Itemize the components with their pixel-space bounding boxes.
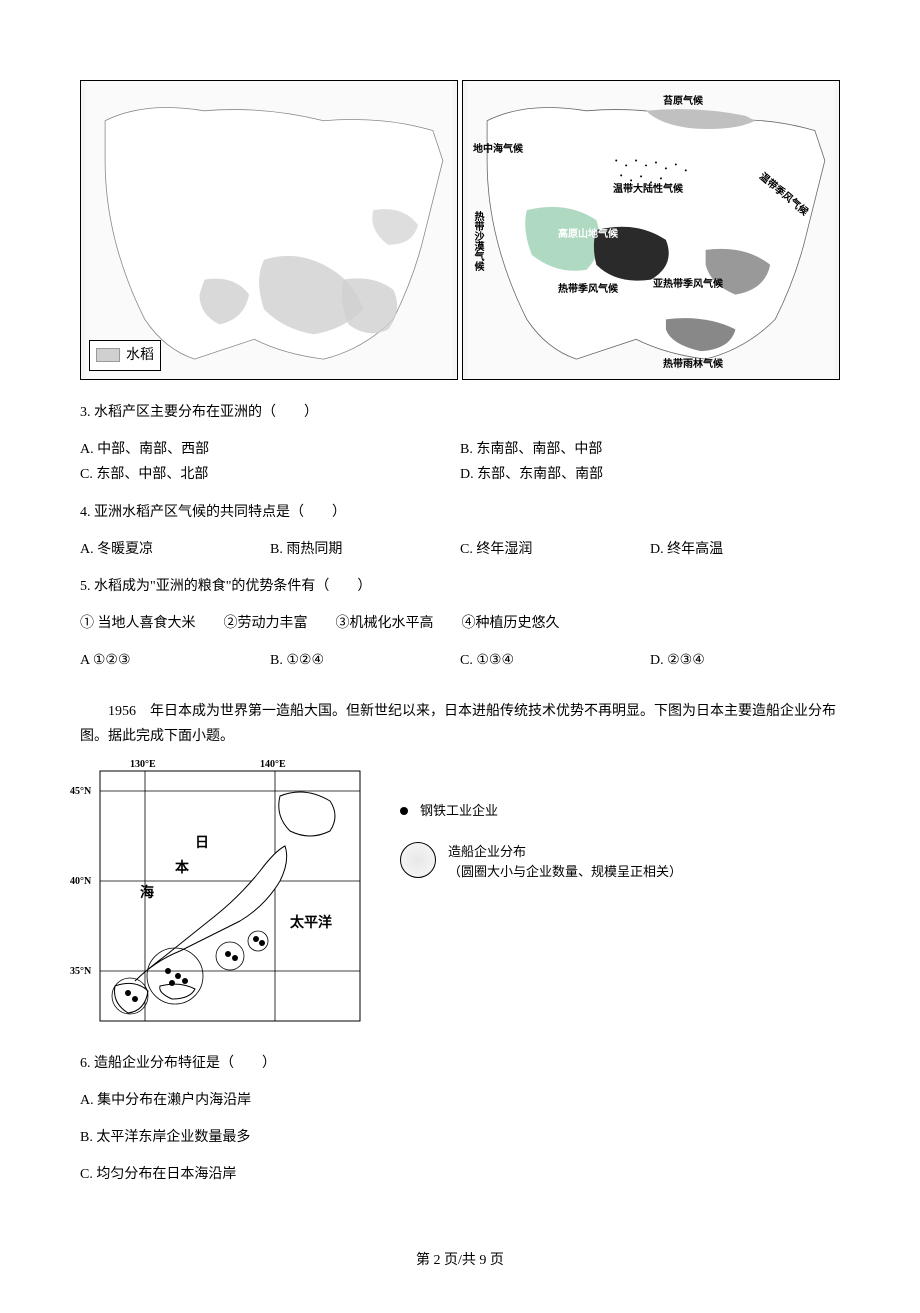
lat-40: 40°N — [70, 873, 91, 891]
label-continental: 温带大陆性气候 — [613, 181, 683, 199]
pacific: 太平洋 — [290, 911, 332, 936]
japan-map-svg — [80, 761, 370, 1031]
q6-options: A. 集中分布在濑户内海沿岸 B. 太平洋东岸企业数量最多 C. 均匀分布在日本… — [80, 1088, 840, 1188]
q6-a[interactable]: A. 集中分布在濑户内海沿岸 — [80, 1088, 840, 1113]
legend-shipyard: 造船企业分布 （圆圈大小与企业数量、规模呈正相关） — [400, 842, 682, 884]
q3-c[interactable]: C. 东部、中部、北部 — [80, 462, 460, 487]
q5-text: 5. 水稻成为"亚洲的粮食"的优势条件有（ ） — [80, 574, 840, 599]
rice-legend: 水稻 — [89, 340, 161, 371]
q5-items: ① 当地人喜食大米 ②劳动力丰富 ③机械化水平高 ④种植历史悠久 — [80, 611, 840, 636]
shipyard-text: 造船企业分布 （圆圈大小与企业数量、规模呈正相关） — [448, 842, 682, 884]
label-tropical-monsoon: 热带季风气候 — [558, 281, 618, 299]
q3-d[interactable]: D. 东部、东南部、南部 — [460, 462, 840, 487]
q4-text: 4. 亚洲水稻产区气候的共同特点是（ ） — [80, 500, 840, 525]
q4-options: A. 冬暖夏凉 B. 雨热同期 C. 终年湿润 D. 终年高温 — [80, 537, 840, 562]
lon-140: 140°E — [260, 756, 286, 774]
q4-a[interactable]: A. 冬暖夏凉 — [80, 537, 270, 562]
q5-d[interactable]: D. ②③④ — [650, 648, 840, 673]
label-desert: 热带沙漠气候 — [468, 211, 486, 271]
q3-b[interactable]: B. 东南部、南部、中部 — [460, 437, 840, 462]
q6-b[interactable]: B. 太平洋东岸企业数量最多 — [80, 1125, 840, 1150]
shipyard-circle-icon — [400, 842, 436, 878]
label-rainforest: 热带雨林气候 — [663, 356, 723, 374]
maps-row: 水稻 苔原气候 地中海气候 温带大陆性气候 热带沙漠气候 高原山地气候 热带季风… — [80, 80, 840, 380]
label-mediterranean: 地中海气候 — [473, 141, 523, 159]
q3-text: 3. 水稻产区主要分布在亚洲的（ ） — [80, 400, 840, 425]
sea-japan-1: 日 — [195, 831, 209, 856]
q5-b[interactable]: B. ①②④ — [270, 648, 460, 673]
q5-c[interactable]: C. ①③④ — [460, 648, 650, 673]
passage-japan: 1956 年日本成为世界第一造船大国。但新世纪以来，日本进船传统技术优势不再明显… — [80, 699, 840, 749]
rice-map: 水稻 — [80, 80, 458, 380]
q6-text: 6. 造船企业分布特征是（ ） — [80, 1051, 840, 1076]
legend-steel: 钢铁工业企业 — [400, 801, 682, 822]
label-subtropical-monsoon: 亚热带季风气候 — [653, 276, 723, 294]
q3-options: A. 中部、南部、西部 B. 东南部、南部、中部 C. 东部、中部、北部 D. … — [80, 437, 840, 487]
climate-map: 苔原气候 地中海气候 温带大陆性气候 热带沙漠气候 高原山地气候 热带季风气候 … — [462, 80, 840, 380]
japan-legend: 钢铁工业企业 造船企业分布 （圆圈大小与企业数量、规模呈正相关） — [400, 761, 682, 903]
climate-map-svg — [463, 81, 839, 379]
steel-dot-icon — [400, 807, 408, 815]
q6-c[interactable]: C. 均匀分布在日本海沿岸 — [80, 1162, 840, 1187]
lat-45: 45°N — [70, 783, 91, 801]
steel-label: 钢铁工业企业 — [420, 801, 498, 822]
q4-b[interactable]: B. 雨热同期 — [270, 537, 460, 562]
rice-swatch — [96, 348, 120, 362]
rice-map-svg — [81, 81, 457, 379]
japan-map: 130°E 140°E 45°N 40°N 35°N 日 本 海 太平洋 — [80, 761, 370, 1031]
q5-options: A ①②③ B. ①②④ C. ①③④ D. ②③④ — [80, 648, 840, 673]
label-plateau: 高原山地气候 — [558, 226, 618, 244]
sea-japan-3: 海 — [140, 881, 154, 906]
page-footer: 第 2 页/共 9 页 — [80, 1248, 840, 1273]
sea-japan-2: 本 — [175, 856, 189, 881]
q4-c[interactable]: C. 终年湿润 — [460, 537, 650, 562]
q4-d[interactable]: D. 终年高温 — [650, 537, 840, 562]
shipyard-label: 造船企业分布 — [448, 842, 682, 863]
lat-35: 35°N — [70, 963, 91, 981]
q5-a[interactable]: A ①②③ — [80, 648, 270, 673]
japan-section: 130°E 140°E 45°N 40°N 35°N 日 本 海 太平洋 钢铁工… — [80, 761, 840, 1031]
shipyard-note: （圆圈大小与企业数量、规模呈正相关） — [448, 862, 682, 883]
label-tundra: 苔原气候 — [663, 93, 703, 111]
q3-a[interactable]: A. 中部、南部、西部 — [80, 437, 460, 462]
rice-legend-label: 水稻 — [126, 343, 154, 368]
lon-130: 130°E — [130, 756, 156, 774]
